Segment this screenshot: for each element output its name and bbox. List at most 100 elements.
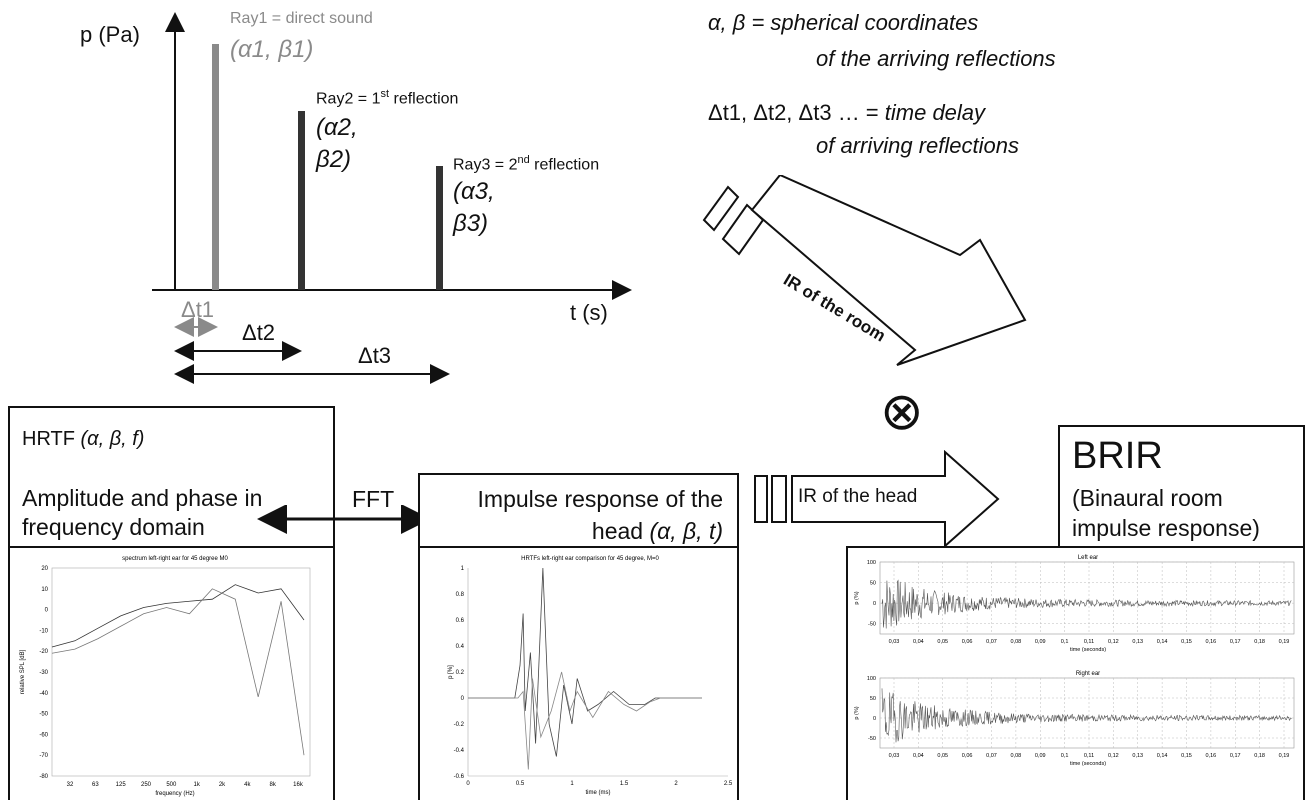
y-tick-label: -40 [39, 691, 48, 697]
series-line [881, 688, 1292, 743]
ray3-label: Ray3 = 2nd reflection [453, 154, 600, 174]
chart-title: Left ear [1078, 555, 1098, 561]
x-tick-label: 1k [193, 782, 200, 788]
legend-line1: α, β = spherical coordinates [708, 10, 979, 35]
y-tick-label: -70 [39, 753, 48, 759]
y-tick-label: -60 [39, 732, 48, 738]
x-tick-label: 0,09 [1035, 753, 1046, 759]
y-tick-label: 0 [873, 716, 876, 722]
legend-line3: Δt1, Δt2, Δt3 … = time delay [708, 100, 986, 125]
brir-box: BRIR (Binaural room impulse response) [1058, 425, 1305, 549]
ir-head-arrow [754, 450, 1000, 549]
dt2-label: Δt2 [242, 320, 276, 345]
x-tick-label: 0,05 [937, 639, 948, 645]
y-axis-title: p (%) [854, 706, 860, 719]
brir-chart: Left ear 0,03 0,04 0,05 0,06 0,07 0,08 0,09 0,1 0… [854, 555, 1295, 767]
y-tick-label: 0.2 [456, 670, 465, 676]
x-axis-title: time (ms) [586, 790, 611, 796]
x-tick-label: 0,17 [1230, 753, 1241, 759]
x-tick-label: 0,12 [1108, 639, 1119, 645]
x-tick-label: 0,15 [1181, 753, 1192, 759]
x-tick-label: 0,05 [937, 753, 948, 759]
legend-line4: of arriving reflections [816, 133, 1019, 158]
x-tick-label: 0,06 [962, 639, 973, 645]
x-tick-label: 0,14 [1157, 753, 1168, 759]
convolution-icon: ⊗ [880, 383, 924, 441]
y-axis-title: relative SPL [dB] [20, 649, 26, 694]
chart-title: HRTFs left-right ear comparison for 45 d… [521, 556, 659, 562]
y-tick-label: 100 [867, 560, 876, 566]
x-tick-label: 0,11 [1084, 753, 1094, 759]
y-axis-title: p (%) [854, 591, 860, 604]
hrtf-title: HRTF (α, β, f) [22, 428, 145, 450]
x-tick-label: 0,16 [1206, 753, 1217, 759]
x-tick-label: 0,16 [1206, 639, 1217, 645]
x-tick-label: 0,11 [1084, 639, 1094, 645]
x-tick-label: 1.5 [620, 781, 629, 787]
y-tick-label: 0.6 [456, 618, 465, 624]
x-tick-label: 4k [244, 782, 251, 788]
plot-frame [879, 677, 1295, 749]
x-tick-label: 0,08 [1011, 639, 1022, 645]
spectrum-chart-panel: spectrum left-right ear for 45 degree M0… [8, 546, 335, 800]
ray1-coord: (α1, β1) [230, 36, 314, 63]
x-axis-label: t (s) [570, 300, 608, 325]
series-line [51, 584, 305, 648]
x-tick-label: 63 [92, 782, 99, 788]
x-axis-title: frequency (Hz) [155, 791, 194, 797]
x-tick-label: 0,19 [1279, 639, 1290, 645]
y-tick-label: -50 [868, 736, 876, 742]
y-tick-label: -50 [868, 622, 876, 628]
series-line [51, 588, 305, 756]
x-tick-label: 0,13 [1132, 753, 1143, 759]
y-tick-label: 20 [41, 566, 48, 572]
x-tick-label: 2k [219, 782, 226, 788]
brir-description: (Binaural room impulse response) [1072, 485, 1260, 541]
y-tick-label: -80 [39, 774, 48, 780]
y-tick-label: 50 [870, 581, 876, 587]
chart-title: Right ear [1076, 671, 1100, 677]
x-tick-label: 1 [570, 781, 574, 787]
y-tick-label: 0 [873, 601, 876, 607]
x-tick-label: 125 [116, 782, 127, 788]
legend-line2: of the arriving reflections [816, 46, 1056, 71]
series-line [468, 567, 702, 757]
impulse-response-title: Impulse response of the head (α, β, t) [477, 486, 723, 544]
x-tick-label: 0,08 [1011, 753, 1022, 759]
y-tick-label: -0.6 [454, 774, 465, 780]
x-tick-label: 250 [141, 782, 152, 788]
ir-head-label: IR of the head [798, 486, 918, 507]
y-tick-label: -20 [39, 649, 48, 655]
y-tick-label: -0.2 [454, 722, 465, 728]
x-tick-label: 0,18 [1254, 753, 1265, 759]
y-tick-label: -10 [39, 628, 48, 634]
y-tick-label: -0.4 [454, 748, 465, 754]
fft-arrow [257, 505, 431, 534]
y-tick-label: 10 [41, 587, 48, 593]
x-tick-label: 0,04 [913, 753, 924, 759]
x-axis-title: time (seconds) [1070, 761, 1106, 767]
y-tick-label: -50 [39, 712, 48, 718]
plot-frame [51, 567, 311, 777]
impulse-chart-panel: HRTFs left-right ear comparison for 45 d… [418, 546, 739, 800]
y-tick-label: -30 [39, 670, 48, 676]
x-tick-label: 0,17 [1230, 639, 1241, 645]
y-tick-label: 1 [461, 566, 465, 572]
ray2-coord: (α2, β2) [316, 114, 358, 173]
ray-diagram [152, 12, 632, 384]
x-tick-label: 0.5 [516, 781, 525, 787]
series-line [881, 579, 1292, 629]
x-tick-label: 0,15 [1181, 639, 1192, 645]
ray3-coord: (α3, β3) [453, 178, 495, 237]
y-tick-label: 50 [870, 696, 876, 702]
x-tick-label: 0,09 [1035, 639, 1046, 645]
x-tick-label: 0,19 [1279, 753, 1290, 759]
x-tick-label: 500 [166, 782, 177, 788]
x-tick-label: 0,07 [986, 639, 997, 645]
x-tick-label: 0,06 [962, 753, 973, 759]
y-tick-label: 0 [461, 696, 465, 702]
brir-title: BRIR [1072, 435, 1163, 477]
x-tick-label: 2.5 [724, 781, 733, 787]
spectrum-chart: spectrum left-right ear for 45 degree M0… [20, 556, 311, 797]
dt1-label: Δt1 [181, 297, 215, 322]
